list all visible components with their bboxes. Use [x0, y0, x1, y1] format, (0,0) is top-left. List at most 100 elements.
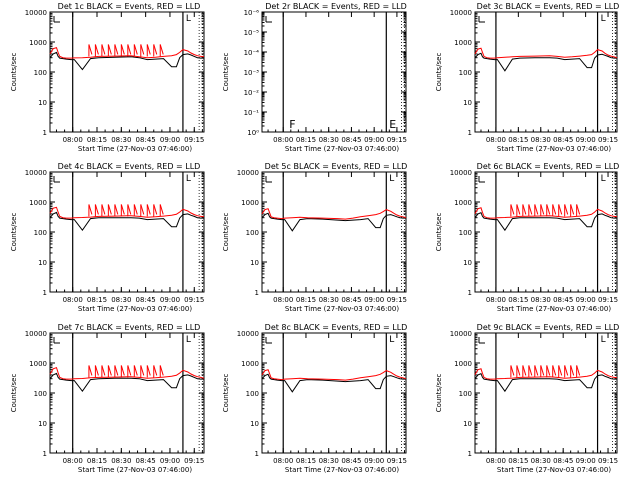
x-tick-label: 09:15: [598, 457, 618, 465]
y-tick-label: 1: [468, 129, 472, 137]
x-tick-label: 09:15: [184, 136, 204, 144]
panel-det-5: Det 5c BLACK = Events, RED = LLD 1 10 100 10…: [222, 162, 407, 313]
y-tick-label: 1: [468, 450, 472, 458]
y-tick-label: 10000: [450, 330, 472, 338]
series-events: [49, 211, 204, 232]
y-tick-label: 10: [463, 259, 472, 267]
panel-title: Det 8c BLACK = Events, RED = LLD: [265, 323, 408, 332]
lld-spike: [101, 365, 106, 376]
y-tick-label: 1: [255, 289, 259, 297]
x-tick-label: 08:15: [296, 136, 316, 144]
y-tick-label: 1: [43, 129, 47, 137]
x-tick-label: 08:45: [553, 296, 573, 304]
series-events: [261, 373, 406, 393]
x-tick-label: 08:30: [111, 136, 131, 144]
lld-spike: [576, 365, 581, 376]
y-tick-label: 1000: [454, 360, 472, 368]
lld-spike: [540, 365, 545, 376]
lld-spike: [510, 365, 515, 376]
lld-spike: [88, 204, 93, 215]
series-events: [261, 212, 406, 232]
series-lld: [474, 47, 618, 59]
panel-title: Det 9c BLACK = Events, RED = LLD: [477, 323, 620, 332]
series-events: [474, 212, 617, 232]
x-tick-label: 09:15: [387, 136, 407, 144]
x-tick-label: 08:00: [63, 136, 83, 144]
y-tick-label: 10⁻³: [244, 69, 260, 77]
x-tick-label: 09:15: [387, 296, 407, 304]
marker-e: E: [389, 118, 396, 131]
x-tick-label: 08:00: [63, 296, 83, 304]
lld-spike: [552, 365, 557, 376]
series-lld: [261, 208, 407, 220]
x-tick-label: 08:00: [273, 136, 293, 144]
panel-title: Det 7c BLACK = Events, RED = LLD: [58, 323, 201, 332]
x-axis-label: Start Time (27-Nov-03 07:46:00): [285, 145, 399, 153]
lld-spike: [146, 204, 151, 215]
marker-l: L: [389, 174, 394, 184]
panel-title: Det 5c BLACK = Events, RED = LLD: [265, 162, 408, 171]
lld-spike: [101, 44, 106, 55]
lld-spike: [159, 44, 164, 55]
x-tick-label: 09:00: [364, 136, 384, 144]
x-tick-label: 08:15: [508, 136, 528, 144]
x-axis-label: Start Time (27-Nov-03 07:46:00): [497, 305, 611, 313]
marker-l: L: [186, 335, 191, 345]
y-axis-label: Counts/sec: [222, 213, 230, 252]
series-events: [474, 52, 617, 72]
y-tick-label: 10⁻¹: [244, 109, 260, 117]
marker-l: L: [601, 14, 606, 24]
y-tick-label: 10000: [237, 169, 259, 177]
x-tick-label: 09:00: [364, 457, 384, 465]
lld-spike: [101, 204, 106, 215]
y-axis-label: Counts/sec: [10, 53, 18, 92]
x-tick-label: 08:30: [319, 296, 339, 304]
x-tick-label: 08:00: [63, 457, 83, 465]
marker-l: L: [186, 174, 191, 184]
lld-spike: [570, 204, 575, 215]
y-tick-label: 1: [255, 450, 259, 458]
y-tick-label: 10: [250, 259, 259, 267]
x-tick-label: 09:00: [160, 457, 180, 465]
y-tick-label: 10: [463, 420, 472, 428]
lld-spike: [120, 44, 125, 55]
y-tick-label: 1: [43, 450, 47, 458]
lld-spike: [153, 204, 158, 215]
lld-spike: [516, 204, 521, 215]
x-tick-label: 08:15: [296, 296, 316, 304]
y-axis-label: Counts/sec: [10, 213, 18, 252]
lld-spike: [114, 44, 119, 55]
x-tick-label: 08:00: [273, 296, 293, 304]
x-tick-label: 08:45: [341, 457, 361, 465]
x-tick-label: 08:00: [273, 457, 293, 465]
marker-f: F: [289, 118, 295, 131]
lld-spike: [528, 204, 533, 215]
x-tick-label: 08:00: [486, 457, 506, 465]
y-tick-label: 1: [43, 289, 47, 297]
x-axis-label: Start Time (27-Nov-03 07:46:00): [78, 305, 192, 313]
marker-l: L: [601, 335, 606, 345]
y-axis-label: Counts/sec: [222, 53, 230, 92]
panel-title: Det 1c BLACK = Events, RED = LLD: [58, 2, 201, 11]
lld-spike: [114, 365, 119, 376]
lld-spike: [564, 204, 569, 215]
lld-spike: [159, 204, 164, 215]
lld-spike: [528, 365, 533, 376]
y-tick-label: 10⁰: [247, 129, 259, 137]
panel-det-7: Det 7c BLACK = Events, RED = LLD 1 10 100 10…: [10, 323, 205, 474]
x-tick-label: 08:30: [319, 457, 339, 465]
lld-spike: [127, 365, 132, 376]
x-tick-label: 08:45: [136, 457, 156, 465]
lld-spike: [107, 44, 112, 55]
lld-spike: [146, 44, 151, 55]
y-tick-label: 1000: [241, 199, 259, 207]
x-tick-label: 09:00: [576, 296, 596, 304]
y-tick-label: 100: [459, 390, 472, 398]
lld-spike: [127, 204, 132, 215]
x-tick-label: 09:15: [184, 457, 204, 465]
x-tick-label: 08:30: [531, 296, 551, 304]
y-tick-label: 10: [463, 99, 472, 107]
lld-spike: [558, 365, 563, 376]
panel-det-9: Det 9c BLACK = Events, RED = LLD 1 10 100 10…: [435, 323, 619, 474]
x-tick-label: 08:15: [87, 136, 107, 144]
